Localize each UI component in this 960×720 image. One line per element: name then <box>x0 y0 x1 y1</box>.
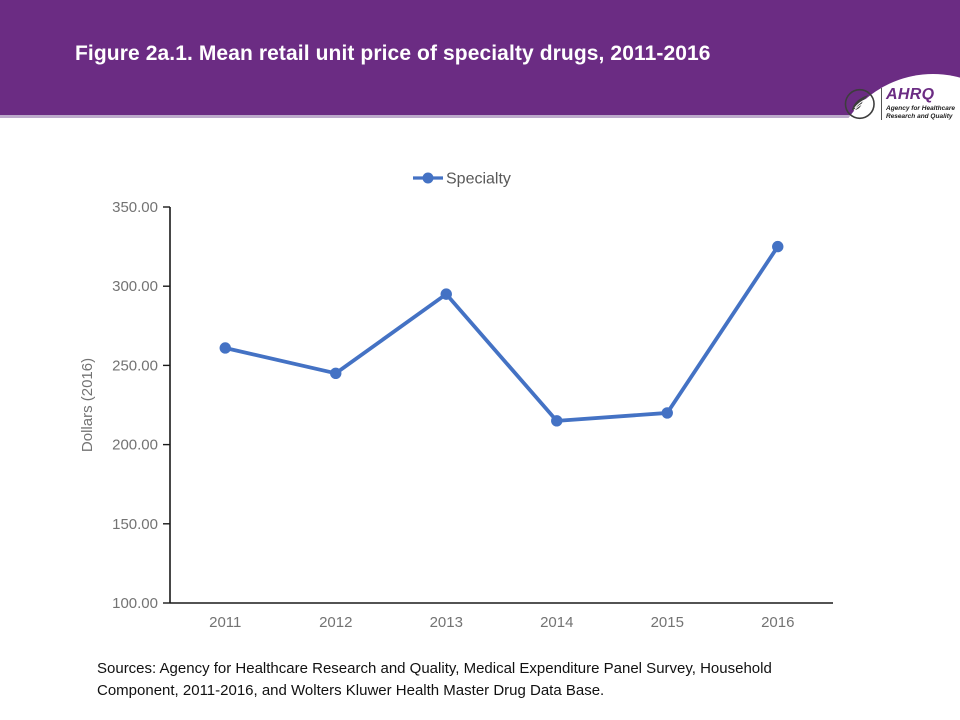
y-tick-label: 300.00 <box>112 278 158 295</box>
data-point <box>772 240 784 253</box>
y-tick-label: 350.00 <box>112 199 158 216</box>
y-tick-label: 100.00 <box>112 595 158 612</box>
y-tick-label: 200.00 <box>112 437 158 454</box>
figure-title: Figure 2a.1. Mean retail unit price of s… <box>75 42 711 65</box>
logo-divider <box>880 88 882 120</box>
ahrq-wordmark: AHRQ <box>886 85 935 103</box>
data-point <box>551 415 563 427</box>
data-point <box>661 407 673 419</box>
data-point <box>440 288 452 300</box>
header-banner: Figure 2a.1. Mean retail unit price of s… <box>0 0 960 118</box>
legend-marker-point <box>422 172 434 184</box>
x-tick-label: 2012 <box>319 614 352 631</box>
y-axis-title: Dollars (2016) <box>79 358 96 452</box>
y-tick-label: 150.00 <box>112 516 158 533</box>
ahrq-logo: AHRQ Agency for Healthcare Research and … <box>843 84 955 124</box>
x-tick-label: 2013 <box>430 614 463 631</box>
logo-text: AHRQ Agency for Healthcare Research and … <box>886 85 955 121</box>
hhs-eagle-icon <box>844 88 875 120</box>
data-point <box>330 367 342 380</box>
y-tick-label: 250.00 <box>112 357 158 374</box>
data-point <box>219 342 231 354</box>
ahrq-tagline: Agency for Healthcare Research and Quali… <box>886 104 955 120</box>
x-tick-label: 2015 <box>651 614 684 631</box>
sources-note: Sources: Agency for Healthcare Research … <box>97 660 772 699</box>
x-tick-label: 2011 <box>209 614 241 631</box>
data-line <box>223 244 780 423</box>
x-tick-label: 2016 <box>761 614 794 631</box>
legend-label: Specialty <box>446 171 511 188</box>
x-tick-label: 2014 <box>540 614 573 631</box>
